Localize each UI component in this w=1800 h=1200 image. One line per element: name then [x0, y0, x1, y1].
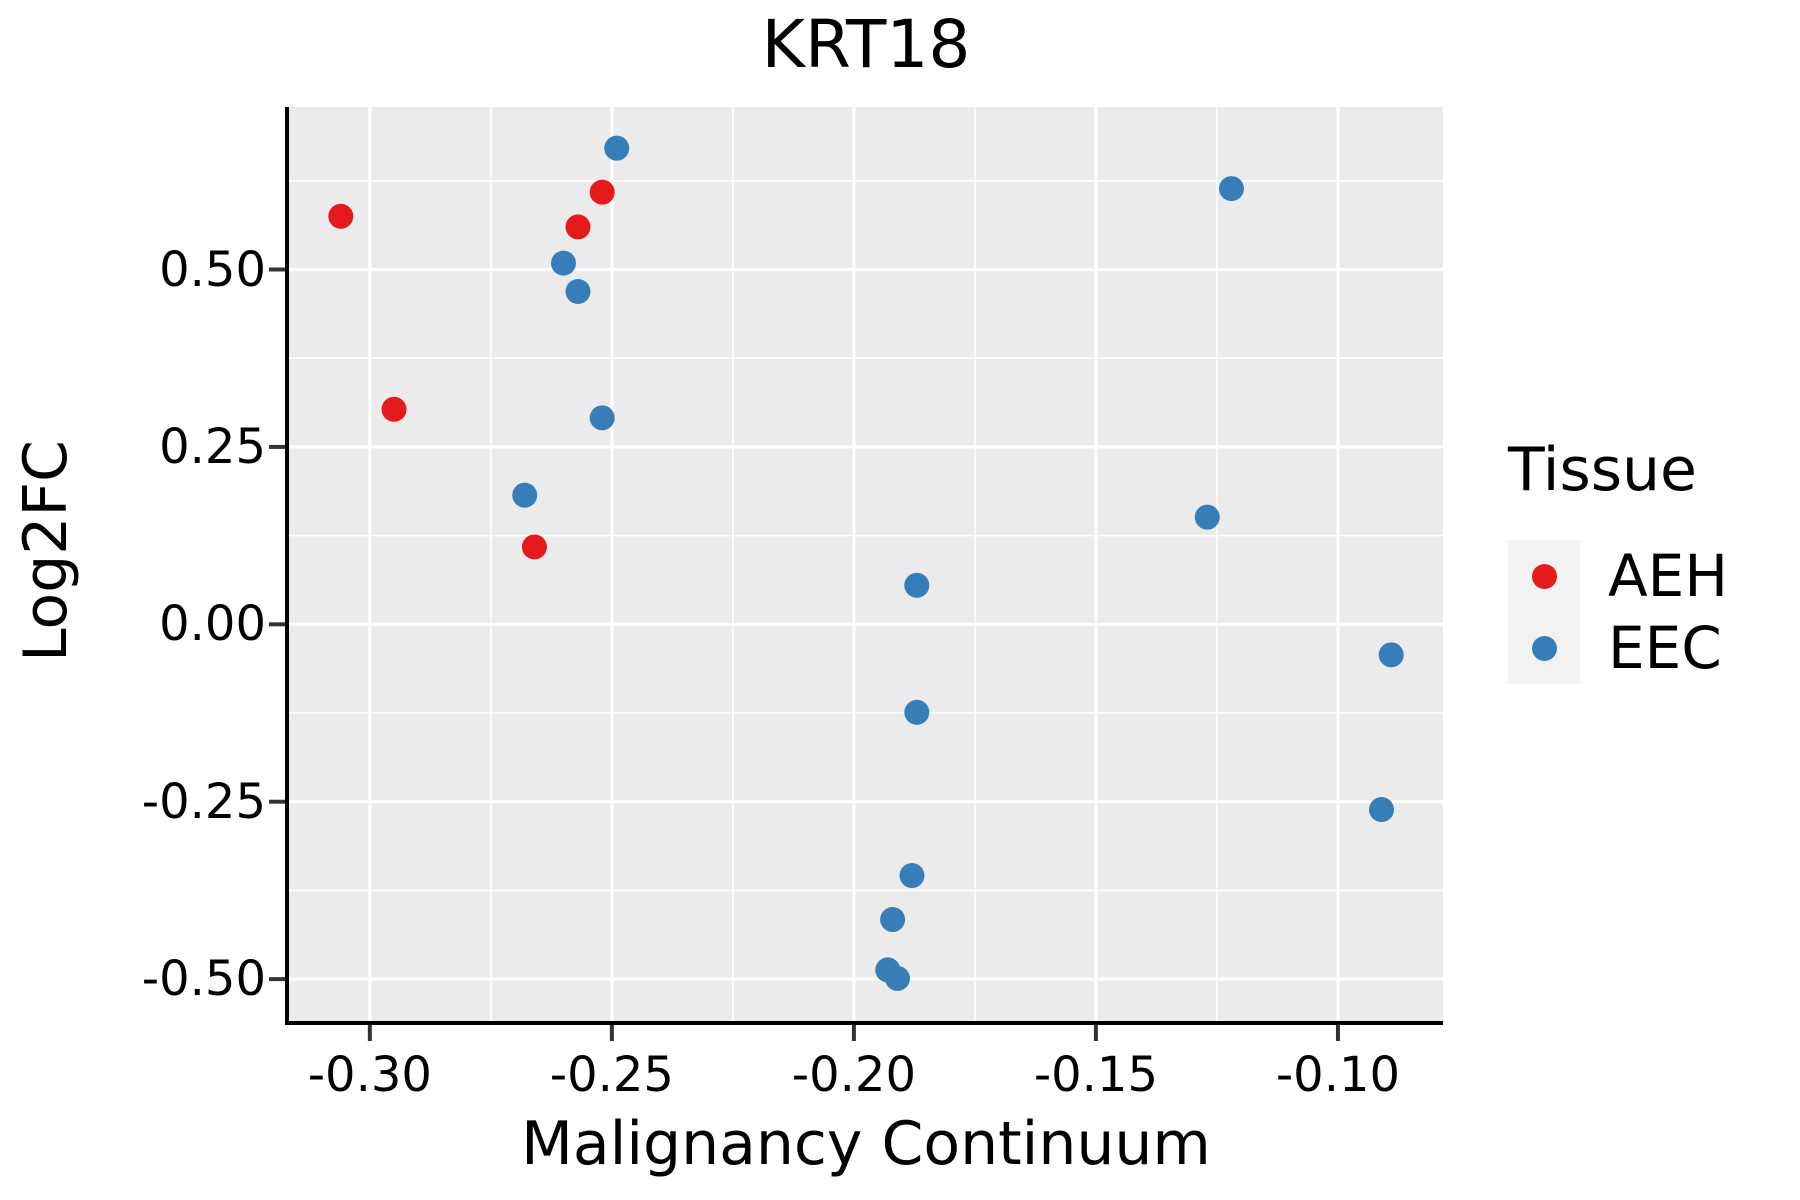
data-point-eec: [512, 482, 538, 508]
legend-label-eec: EEC: [1608, 614, 1722, 682]
data-point-eec: [884, 965, 910, 991]
data-point-aeh: [589, 179, 615, 205]
legend-label-aeh: AEH: [1608, 542, 1728, 610]
legend-dot-aeh-icon: [1531, 563, 1557, 589]
x-tick-label: -0.10: [1275, 1047, 1401, 1103]
x-tick-label: -0.30: [307, 1047, 432, 1103]
x-tick-label: -0.15: [1033, 1047, 1159, 1103]
data-point-eec: [1369, 797, 1395, 823]
data-point-eec: [550, 250, 576, 276]
legend-dot-eec-icon: [1531, 635, 1557, 661]
chart-title: KRT18: [761, 6, 971, 83]
y-tick-label: -0.25: [141, 773, 266, 830]
data-point-eec: [589, 405, 615, 431]
y-tick-label: 0.25: [159, 418, 266, 475]
data-point-eec: [1218, 176, 1244, 202]
data-point-aeh: [381, 396, 407, 422]
legend: Tissue AEH EEC: [1508, 437, 1728, 684]
x-tick-label: -0.25: [549, 1047, 674, 1103]
data-point-eec: [1378, 642, 1404, 668]
legend-title: Tissue: [1508, 435, 1697, 505]
legend-entry-eec: EEC: [1508, 612, 1728, 684]
data-point-eec: [1194, 504, 1220, 530]
legend-entries: AEH EEC: [1508, 540, 1728, 684]
legend-entry-aeh: AEH: [1508, 540, 1728, 612]
data-point-aeh: [328, 203, 354, 229]
data-point-eec: [899, 863, 925, 889]
data-point-aeh: [565, 214, 591, 240]
data-point-aeh: [521, 534, 547, 560]
plot-panel: [289, 107, 1443, 1021]
y-tick-label: 0.50: [159, 241, 266, 298]
data-point-eec: [880, 907, 906, 933]
data-point-eec: [904, 699, 930, 725]
y-tick-label: 0.00: [159, 596, 266, 653]
data-point-eec: [604, 135, 630, 161]
y-tick-label: -0.50: [141, 951, 266, 1008]
data-point-eec: [565, 279, 591, 305]
legend-key-eec: [1508, 612, 1580, 684]
data-point-eec: [904, 572, 930, 598]
x-axis-title: Malignancy Continuum: [521, 1109, 1211, 1179]
x-tick-label: -0.20: [791, 1047, 916, 1103]
legend-key-aeh: [1508, 540, 1580, 612]
y-axis-title: Log2FC: [11, 440, 81, 662]
